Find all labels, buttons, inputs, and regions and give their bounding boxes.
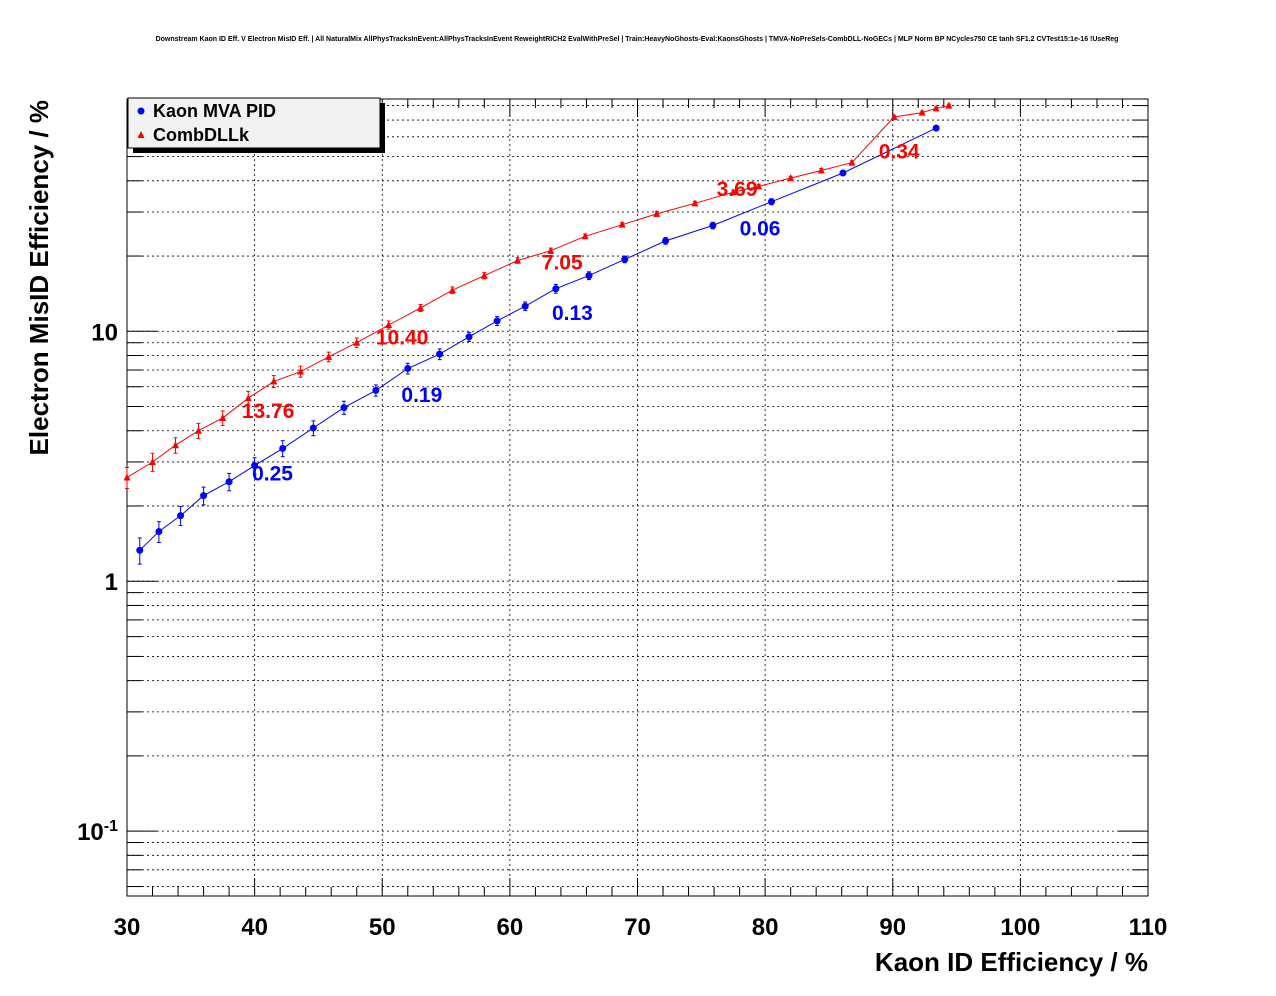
data-point bbox=[621, 255, 629, 263]
x-tick-label: 90 bbox=[879, 914, 906, 941]
data-point bbox=[932, 124, 940, 132]
cut-value-label: 0.25 bbox=[252, 463, 293, 486]
x-tick-label: 110 bbox=[1129, 914, 1168, 941]
cut-value-label: 0.34 bbox=[879, 140, 920, 163]
y-axis-label: Electron MisID Efficiency / % bbox=[24, 100, 54, 455]
data-point bbox=[890, 113, 898, 121]
y-tick-label: 10 bbox=[91, 319, 118, 346]
x-tick-label: 60 bbox=[497, 914, 524, 941]
data-point bbox=[918, 108, 926, 116]
series-line bbox=[139, 127, 937, 551]
data-point bbox=[251, 462, 259, 470]
y-tick-label: 10-1 bbox=[77, 818, 118, 846]
data-point bbox=[932, 104, 940, 112]
data-point bbox=[848, 158, 856, 166]
data-point bbox=[171, 441, 179, 449]
legend-label: Kaon MVA PID bbox=[153, 101, 276, 121]
data-point bbox=[340, 404, 348, 412]
data-point bbox=[787, 174, 795, 182]
annotation-layer: 13.76 10.40 7.05 3.69 0.34 0.25 0.19 0.13 0.06 bbox=[242, 140, 920, 485]
legend-marker-circle bbox=[137, 107, 145, 115]
x-tick-label: 70 bbox=[624, 914, 651, 941]
x-tick-label: 30 bbox=[114, 914, 141, 941]
cut-value-label: 0.13 bbox=[552, 302, 593, 325]
data-point bbox=[123, 473, 131, 481]
x-axis-label: Kaon ID Efficiency / % bbox=[875, 947, 1148, 977]
y-tick-label: 1 bbox=[105, 569, 118, 596]
data-point bbox=[662, 237, 670, 245]
data-point bbox=[581, 232, 589, 240]
cut-value-label: 0.06 bbox=[740, 218, 781, 241]
data-point bbox=[691, 199, 699, 207]
data-point bbox=[755, 182, 763, 190]
data-point bbox=[353, 338, 361, 346]
data-point bbox=[149, 457, 157, 465]
legend-box bbox=[127, 97, 381, 149]
data-point bbox=[585, 272, 593, 280]
cut-value-label: 0.19 bbox=[401, 384, 442, 407]
x-tick-label: 80 bbox=[752, 914, 779, 941]
data-point bbox=[200, 492, 208, 500]
legend-label: CombDLLk bbox=[153, 125, 250, 145]
series-layer bbox=[123, 101, 953, 565]
data-point bbox=[465, 333, 473, 341]
data-point bbox=[709, 222, 717, 230]
data-point bbox=[404, 364, 412, 372]
data-point bbox=[297, 367, 305, 375]
data-point bbox=[177, 512, 185, 520]
data-point bbox=[493, 317, 501, 325]
data-point bbox=[839, 169, 847, 177]
plot-frame bbox=[126, 98, 1149, 897]
grid-layer bbox=[127, 99, 1148, 896]
chart-title: Downstream Kaon ID Eff. V Electron MisID… bbox=[156, 36, 1119, 43]
series-kaon-mva-pid bbox=[136, 124, 940, 565]
data-point bbox=[817, 166, 825, 174]
x-tick-label: 50 bbox=[369, 914, 396, 941]
data-point bbox=[136, 546, 144, 554]
data-point bbox=[729, 188, 737, 196]
data-point bbox=[480, 271, 488, 279]
data-point bbox=[372, 386, 380, 394]
data-point bbox=[309, 424, 317, 432]
data-point bbox=[547, 246, 555, 254]
legend: Kaon MVA PID CombDLLk bbox=[127, 97, 385, 153]
data-point bbox=[945, 101, 953, 109]
data-point bbox=[194, 426, 202, 434]
x-tick-label: 100 bbox=[1000, 914, 1040, 941]
data-point bbox=[219, 413, 227, 421]
data-point bbox=[417, 303, 425, 311]
data-point bbox=[618, 220, 626, 228]
data-point bbox=[552, 285, 560, 293]
data-point bbox=[385, 320, 393, 328]
data-point bbox=[244, 394, 252, 402]
data-point bbox=[448, 286, 456, 294]
cut-value-label: 7.05 bbox=[542, 252, 583, 275]
data-point bbox=[436, 350, 444, 358]
data-point bbox=[325, 352, 333, 360]
series-combdllk bbox=[123, 101, 953, 489]
data-point bbox=[270, 377, 278, 385]
legend-marker-triangle bbox=[137, 131, 145, 138]
x-tick-label: 40 bbox=[241, 914, 268, 941]
cut-value-label: 10.40 bbox=[376, 326, 429, 349]
cut-value-label: 3.69 bbox=[717, 178, 758, 201]
data-point bbox=[514, 256, 522, 264]
cut-value-label: 13.76 bbox=[242, 400, 295, 423]
data-point bbox=[225, 478, 233, 486]
data-point bbox=[521, 302, 529, 310]
data-point bbox=[155, 528, 163, 536]
data-point bbox=[768, 198, 776, 206]
data-point bbox=[279, 444, 287, 452]
data-point bbox=[653, 209, 661, 217]
